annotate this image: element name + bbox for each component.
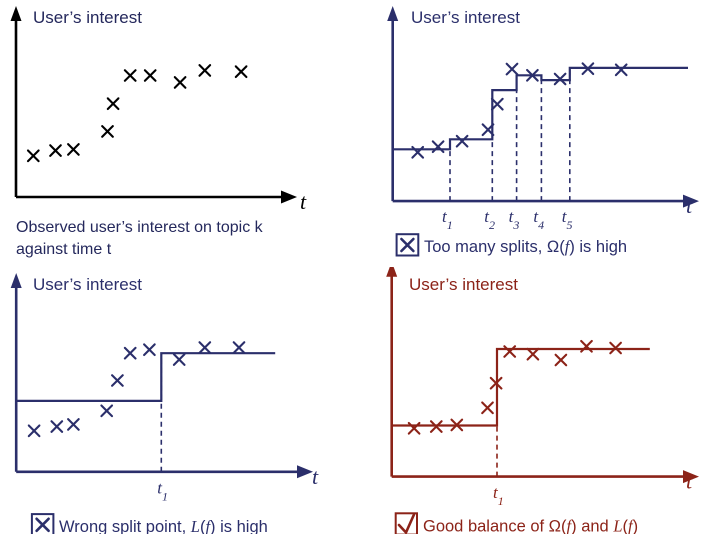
svg-text:Wrong split point, L(f) is hig: Wrong split point, L(f) is high bbox=[59, 517, 268, 534]
svg-text:User’s interest: User’s interest bbox=[33, 8, 142, 27]
svg-text:Too many splits, Ω(f) is high: Too many splits, Ω(f) is high bbox=[424, 237, 627, 256]
svg-text:t: t bbox=[300, 189, 307, 214]
svg-text:User’s interest: User’s interest bbox=[33, 275, 142, 294]
svg-text:User’s interest: User’s interest bbox=[411, 8, 520, 27]
svg-text:t4: t4 bbox=[533, 207, 544, 232]
svg-text:Observed user’s interest on to: Observed user’s interest on topic k bbox=[16, 219, 264, 236]
svg-text:t: t bbox=[686, 193, 693, 218]
svg-text:t3: t3 bbox=[509, 207, 520, 232]
svg-text:against time t: against time t bbox=[16, 241, 112, 258]
svg-text:t: t bbox=[686, 469, 693, 494]
svg-text:t1: t1 bbox=[442, 207, 453, 232]
svg-text:t2: t2 bbox=[484, 207, 495, 232]
svg-text:t: t bbox=[312, 464, 319, 489]
svg-text:t1: t1 bbox=[157, 478, 168, 503]
svg-text:t1: t1 bbox=[493, 483, 504, 508]
svg-text:User’s interest: User’s interest bbox=[409, 275, 518, 294]
svg-text:t5: t5 bbox=[562, 207, 573, 232]
svg-text:Good balance of Ω(f) and L(f): Good balance of Ω(f) and L(f) bbox=[423, 517, 638, 534]
